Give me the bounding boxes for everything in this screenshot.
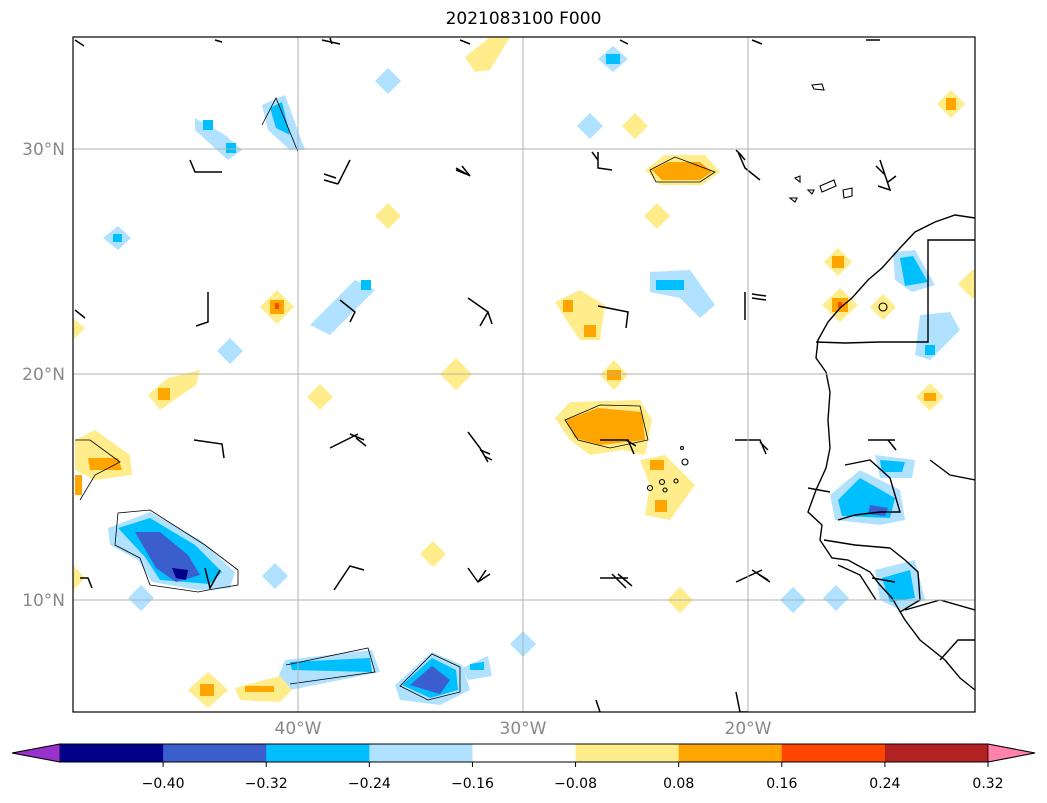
gridlines — [73, 37, 975, 712]
colorbar-segment — [60, 744, 164, 762]
colorbar-segment — [369, 744, 473, 762]
lon-label-30w: 30°W — [500, 719, 547, 739]
colorbar-extend-high — [987, 743, 1036, 763]
colorbar-tick-label: 0.16 — [766, 776, 797, 792]
lat-label-10n: 10°N — [22, 591, 65, 611]
lon-label-20w: 20°W — [725, 719, 772, 739]
colorbar-tick-label: −0.24 — [348, 776, 391, 792]
colorbar-tick-label: −0.08 — [554, 776, 597, 792]
colorbar-segment — [678, 744, 783, 762]
longitude-labels: 40°W 30°W 20°W — [275, 719, 772, 739]
islands — [646, 83, 888, 493]
colorbar-tick-label: 0.24 — [869, 776, 900, 792]
colorbar-tick-label: 0.08 — [663, 776, 694, 792]
lat-label-30n: 30°N — [22, 140, 65, 160]
colorbar-segment — [266, 744, 370, 762]
colorbar-tick-label: 0.32 — [972, 776, 1003, 792]
latitude-labels: 30°N 20°N 10°N — [22, 140, 65, 611]
colorbar-tick-label: −0.40 — [142, 776, 185, 792]
colorbar-segment — [884, 744, 989, 762]
colorbar-segment — [781, 744, 886, 762]
negative-anomaly-areas — [103, 46, 960, 705]
colorbar: −0.40 −0.32 −0.24 −0.16 −0.08 0.08 0.16 0.24 0.3… — [11, 743, 1036, 792]
wind-barbs — [74, 37, 897, 712]
colorbar-segment — [575, 744, 680, 762]
positive-anomaly-areas — [73, 37, 975, 708]
colorbar-tick-label: −0.32 — [245, 776, 288, 792]
lon-label-40w: 40°W — [275, 719, 322, 739]
colorbar-segment — [472, 744, 577, 762]
map-title: 2021083100 F000 — [445, 9, 602, 29]
coastlines — [807, 214, 975, 691]
anomaly-field — [73, 37, 975, 712]
colorbar-outline — [11, 743, 1036, 763]
colorbar-tick-label: −0.16 — [451, 776, 494, 792]
colorbar-segment — [163, 744, 267, 762]
map-frame — [72, 36, 976, 713]
colorbar-extend-low — [11, 743, 61, 763]
lat-label-20n: 20°N — [22, 365, 65, 385]
